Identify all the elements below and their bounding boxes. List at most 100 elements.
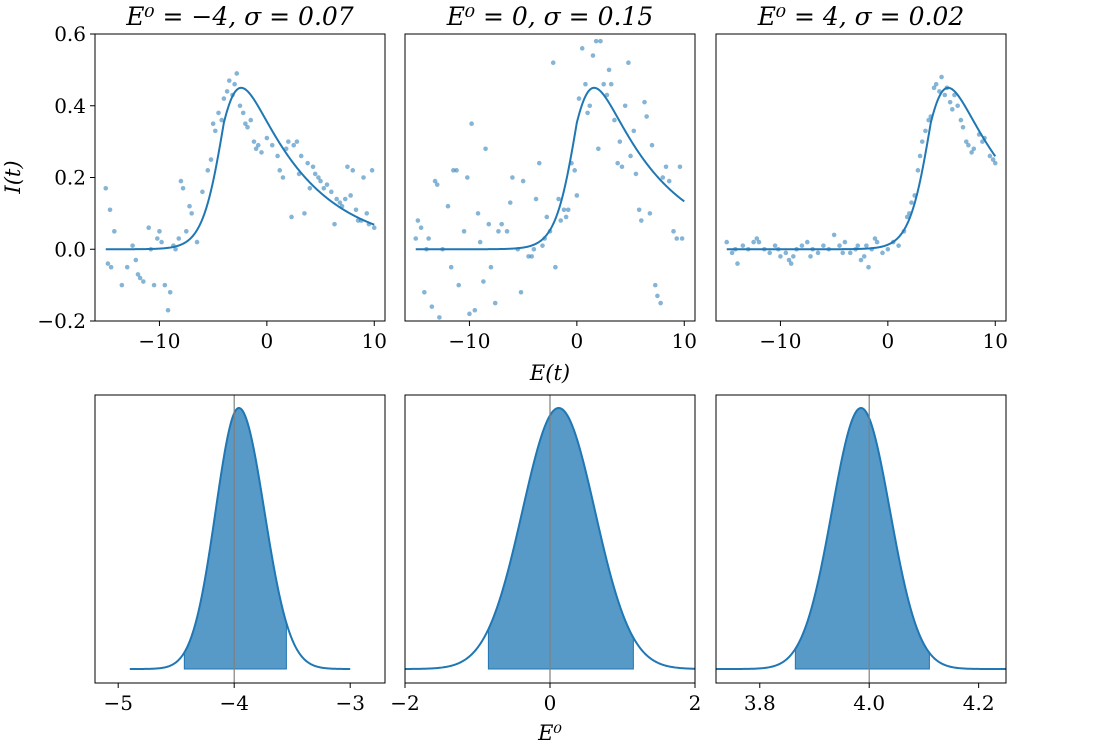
x-tick-label-2-1: 0 xyxy=(570,329,583,353)
data-point-1-10 xyxy=(137,275,143,281)
data-point-3-3 xyxy=(735,261,740,266)
x-tick-label-1-1: 0 xyxy=(260,329,273,353)
data-point-2-88 xyxy=(666,178,672,184)
data-point-1-65 xyxy=(305,160,310,166)
data-point-1-83 xyxy=(355,218,361,223)
panel-title-2: E⁰ = 0, σ = 0.15 xyxy=(446,2,653,31)
data-point-3-52 xyxy=(923,128,928,134)
data-point-1-67 xyxy=(310,164,316,170)
data-point-3-15 xyxy=(786,257,792,263)
data-point-2-58 xyxy=(585,110,590,116)
data-point-3-29 xyxy=(842,239,848,245)
data-point-2-11 xyxy=(445,203,451,209)
data-point-1-66 xyxy=(307,185,313,191)
data-point-1-14 xyxy=(151,282,157,288)
data-point-1-52 xyxy=(264,135,270,141)
data-point-3-23 xyxy=(815,250,821,256)
data-point-2-75 xyxy=(631,128,637,134)
y-axis-label-top: I(t) xyxy=(1,160,25,194)
x-tick-label-2-0: −10 xyxy=(448,329,490,353)
data-point-3-49 xyxy=(915,168,921,173)
data-point-1-30 xyxy=(200,189,205,195)
data-point-2-61 xyxy=(593,38,599,44)
data-point-1-11 xyxy=(141,279,146,284)
data-point-3-7 xyxy=(754,236,760,241)
data-point-2-57 xyxy=(583,81,588,87)
data-point-1-7 xyxy=(130,243,135,248)
data-point-1-0 xyxy=(103,185,109,191)
data-point-2-87 xyxy=(663,164,669,170)
data-point-1-48 xyxy=(251,139,257,144)
data-point-2-45 xyxy=(550,60,556,65)
x-tick-label-1-0: −10 xyxy=(138,329,180,353)
data-point-2-73 xyxy=(626,60,631,65)
data-point-2-82 xyxy=(649,142,655,148)
data-point-2-15 xyxy=(456,282,462,288)
data-point-3-55 xyxy=(931,85,937,91)
data-point-3-39 xyxy=(874,239,880,245)
data-point-1-79 xyxy=(345,164,350,170)
data-point-2-50 xyxy=(563,214,569,220)
data-point-1-49 xyxy=(253,146,259,152)
data-point-3-0 xyxy=(724,239,730,245)
density-panel-3: 3.8 4.0 4.2 xyxy=(715,394,1007,715)
data-point-1-70 xyxy=(318,178,323,184)
plot-frame-2 xyxy=(404,33,696,322)
data-point-3-67 xyxy=(963,139,969,144)
x-tick-label-b2-2: 2 xyxy=(689,691,702,715)
data-point-2-23 xyxy=(481,279,486,284)
data-point-2-24 xyxy=(483,146,488,152)
data-point-1-39 xyxy=(226,78,232,83)
data-point-3-68 xyxy=(966,142,971,148)
data-point-1-59 xyxy=(289,214,294,220)
data-point-1-36 xyxy=(219,117,225,123)
data-point-3-30 xyxy=(847,250,853,256)
data-point-3-66 xyxy=(960,124,966,130)
data-point-1-37 xyxy=(221,96,227,101)
data-point-2-9 xyxy=(437,315,442,320)
data-point-3-35 xyxy=(864,243,869,248)
data-point-2-38 xyxy=(531,246,537,252)
data-point-2-71 xyxy=(619,164,625,170)
density-panel-2: −2 0 2 xyxy=(390,394,702,715)
data-point-2-84 xyxy=(655,293,660,299)
density-curve-3 xyxy=(716,406,1006,670)
data-point-2-77 xyxy=(636,207,642,213)
data-point-3-53 xyxy=(926,117,931,123)
credible-interval-fill-1 xyxy=(183,407,287,670)
data-point-1-19 xyxy=(165,307,171,313)
data-point-1-44 xyxy=(240,110,246,116)
data-point-1-47 xyxy=(248,117,254,123)
fit-curve-1 xyxy=(105,86,375,251)
data-point-2-67 xyxy=(608,81,614,87)
data-point-3-1 xyxy=(729,250,735,256)
data-point-3-43 xyxy=(896,243,901,248)
data-point-1-85 xyxy=(361,175,366,180)
data-point-1-25 xyxy=(180,185,186,191)
data-point-2-0 xyxy=(413,236,419,241)
data-point-3-24 xyxy=(821,243,826,248)
data-point-3-76 xyxy=(992,160,998,166)
data-point-1-28 xyxy=(189,211,194,216)
data-point-1-50 xyxy=(255,142,261,148)
plot-frame-b1 xyxy=(94,394,386,684)
data-point-1-80 xyxy=(348,193,353,198)
data-point-1-33 xyxy=(210,121,216,126)
data-point-1-54 xyxy=(275,153,280,159)
data-point-2-36 xyxy=(526,254,531,259)
data-point-1-43 xyxy=(237,103,243,109)
x-tick-label-b1-0: −5 xyxy=(103,691,132,715)
data-point-3-59 xyxy=(942,92,948,98)
data-point-1-72 xyxy=(324,182,330,187)
data-point-1-29 xyxy=(194,239,200,245)
x-tick-label-1-2: 10 xyxy=(362,329,387,353)
data-point-3-47 xyxy=(909,200,914,205)
data-point-1-53 xyxy=(269,142,275,148)
fit-curve-3 xyxy=(726,86,997,251)
data-point-3-8 xyxy=(756,239,762,245)
data-point-3-4 xyxy=(740,243,746,248)
data-point-1-88 xyxy=(369,168,375,173)
data-point-2-1 xyxy=(415,218,421,223)
data-point-3-51 xyxy=(919,139,925,144)
